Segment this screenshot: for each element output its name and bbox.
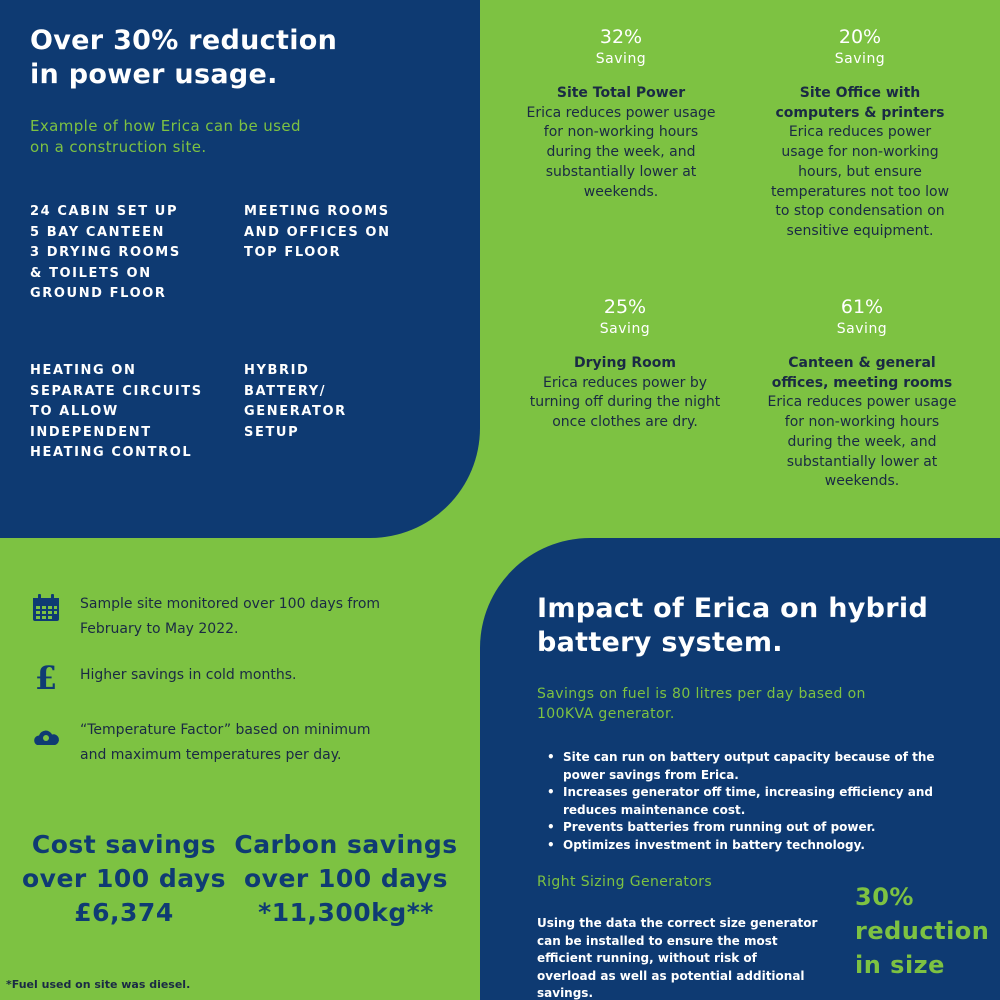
cloud-sun-icon [34,720,59,745]
hybrid-title-line2: battery system. [537,627,783,658]
stat-text: Erica reduces power usage for non-workin… [767,394,957,490]
stat-site-total-power: 32% Saving Site Total Power Erica reduces… [521,26,721,202]
carbon-savings-line1: Carbon savings [234,830,458,859]
stat-description: Site Office with computers & printers Er… [766,84,954,242]
stat-title: Drying Room [574,355,676,371]
info-line: February to May 2022. [80,621,239,637]
pound-icon: £ [35,660,57,692]
stat-saving-label: Saving [595,51,647,67]
info-item-monitoring: Sample site monitored over 100 days from… [30,592,450,642]
fuel-savings-line2: 100KVA generator. [537,706,675,722]
stat-saving-label: Saving [834,51,886,67]
info-line: “Temperature Factor” based on minimum [80,722,371,738]
main-subtitle-line1: Example of how Erica can be used [30,117,301,135]
list-item: Prevents batteries from running out of p… [537,819,947,837]
info-text-temperature-factor: “Temperature Factor” based on minimum an… [80,718,371,768]
info-line: Sample site monitored over 100 days from [80,596,381,612]
navy-panel-top-left [0,0,480,538]
stat-percent: 20% [838,26,882,48]
fuel-savings-line1: Savings on fuel is 80 litres per day bas… [537,686,866,702]
carbon-savings-value: *11,300kg** [258,898,434,927]
list-item: Optimizes investment in battery technolo… [537,837,947,855]
cost-savings-line1: Cost savings [31,830,217,859]
fuel-savings: Savings on fuel is 80 litres per day bas… [537,684,866,724]
stat-description: Site Total Power Erica reduces power usag… [521,84,721,202]
main-subtitle-line2: on a construction site. [30,138,207,156]
hybrid-title-line1: Impact of Erica on hybrid [537,593,929,624]
carbon-savings-line2: over 100 days [243,864,449,893]
info-item-temperature-factor: “Temperature Factor” based on minimum an… [30,718,450,768]
setup-block-meeting-rooms: MEETING ROOMS AND OFFICES ON TOP FLOOR [244,204,391,260]
size-reduction-line1: 30% [855,883,914,911]
stat-drying-room: 25% Saving Drying Room Erica reduces powe… [528,296,722,433]
sizing-text: Using the data the correct size generato… [537,916,818,1000]
stat-title: Site Office with computers & printers [775,85,945,121]
stat-description: Drying Room Erica reduces power by turnin… [528,354,722,433]
stat-text: Erica reduces power by turning off durin… [529,374,721,431]
stat-site-office: 20% Saving Site Office with computers & … [766,26,954,242]
info-item-cold-months: £ Higher savings in cold months. [30,660,450,692]
info-line: and maximum temperatures per day. [80,747,342,763]
stat-saving-label: Saving [599,321,651,337]
size-reduction-line2: reduction [855,917,990,945]
svg-text:£: £ [35,660,57,692]
main-subtitle: Example of how Erica can be used on a co… [30,116,301,158]
info-text-monitoring: Sample site monitored over 100 days from… [80,592,380,642]
main-title-line2: in power usage. [30,59,278,90]
stat-text: Erica reduces power usage for non-workin… [526,104,716,200]
stat-percent: 32% [599,26,643,48]
stat-percent: 25% [603,296,647,318]
main-title-line1: Over 30% reduction [30,25,338,56]
stat-description: Canteen & general offices, meeting rooms… [766,354,958,492]
list-item: Increases generator off time, increasing… [537,784,947,819]
setup-block-hybrid: HYBRID BATTERY/ GENERATOR SETUP [244,363,347,440]
sizing-heading: Right Sizing Generators [537,874,713,890]
carbon-savings: Carbon savings over 100 days *11,300kg** [232,828,460,930]
stat-title: Canteen & general offices, meeting rooms [771,355,953,391]
stat-canteen: 61% Saving Canteen & general offices, me… [766,296,958,492]
size-reduction-line3: in size [855,951,945,979]
hybrid-title: Impact of Erica on hybrid battery system… [537,592,928,660]
benefits-list: Site can run on battery output capacity … [537,749,947,854]
stat-title: Site Total Power [556,85,686,101]
stat-saving-label: Saving [836,321,888,337]
cost-savings-line2: over 100 days [21,864,227,893]
setup-block-cabins: 24 CABIN SET UP 5 BAY CANTEEN 3 DRYING R… [30,204,181,301]
cost-savings: Cost savings over 100 days £6,374 [20,828,228,930]
info-text-cold-months: Higher savings in cold months. [80,667,297,683]
main-title: Over 30% reduction in power usage. [30,24,337,92]
size-reduction: 30% reduction in size [855,880,989,982]
setup-block-heating: HEATING ON SEPARATE CIRCUITS TO ALLOW IN… [30,363,203,460]
calendar-icon [33,594,59,621]
list-item: Site can run on battery output capacity … [537,749,947,784]
cost-savings-value: £6,374 [74,898,174,927]
stat-text: Erica reduces power usage for non-workin… [770,124,950,239]
stat-percent: 61% [840,296,884,318]
footnote: *Fuel used on site was diesel. [6,978,191,991]
